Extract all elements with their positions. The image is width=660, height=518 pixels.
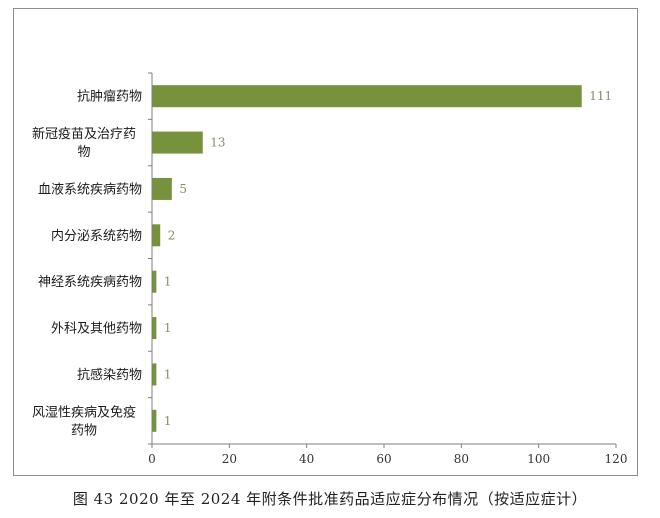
category-label: 抗感染药物	[77, 367, 142, 383]
chart-frame: 0 20 40 60 80 100 120 111 抗肿瘤药物 13 新冠疫苗及治疗药物 5 血液系统疾…	[13, 8, 638, 476]
bar	[152, 363, 157, 386]
category-label: 新冠疫苗及治疗药物	[32, 126, 136, 160]
data-label: 2	[168, 228, 176, 242]
bar	[152, 224, 161, 247]
x-tick-label: 100	[527, 452, 550, 466]
x-tick-label: 60	[376, 452, 391, 466]
category-label: 血液系统疾病药物	[38, 182, 142, 197]
category-label: 外科及其他药物	[51, 322, 142, 337]
category-label-line: 内分泌系统药物	[51, 228, 142, 244]
bar	[152, 409, 157, 432]
category-label-line: 抗感染药物	[77, 367, 142, 383]
bar	[152, 270, 157, 293]
data-label: 1	[164, 275, 172, 289]
category-label-line: 风湿性疾病及免疫	[32, 404, 136, 420]
x-tick-label: 0	[148, 452, 156, 466]
data-label: 1	[164, 367, 172, 381]
x-tick-label: 20	[222, 452, 237, 466]
category-label-line: 神经系统疾病药物	[38, 275, 142, 290]
category-label-line: 药物	[71, 423, 97, 438]
data-label: 1	[164, 321, 172, 335]
bar	[152, 131, 203, 154]
category-label-line: 抗肿瘤药物	[77, 89, 142, 105]
data-label: 5	[179, 182, 187, 196]
bar-chart: 0 20 40 60 80 100 120111抗肿瘤药物13新冠疫苗及治疗药物5血液系统疾…	[32, 72, 628, 466]
data-label: 111	[589, 89, 612, 103]
x-tick-label: 40	[299, 452, 314, 466]
x-tick-label: 80	[454, 452, 469, 466]
category-label-line: 外科及其他药物	[51, 322, 142, 337]
bar	[152, 177, 172, 200]
data-label: 13	[210, 136, 225, 150]
category-label: 风湿性疾病及免疫药物	[32, 404, 136, 438]
category-label-line: 血液系统疾病药物	[38, 182, 142, 197]
data-label: 1	[164, 414, 172, 428]
x-tick-label: 120	[605, 452, 628, 466]
figure-caption: 图 43 2020 年至 2024 年附条件批准药品适应症分布情况（按适应症计）	[72, 490, 588, 508]
bar	[152, 85, 582, 108]
category-label: 神经系统疾病药物	[38, 275, 142, 290]
category-label: 内分泌系统药物	[51, 228, 142, 244]
category-label-line: 新冠疫苗及治疗药	[32, 126, 136, 142]
category-label-line: 物	[77, 145, 90, 160]
category-label: 抗肿瘤药物	[77, 89, 142, 105]
bar	[152, 317, 157, 340]
